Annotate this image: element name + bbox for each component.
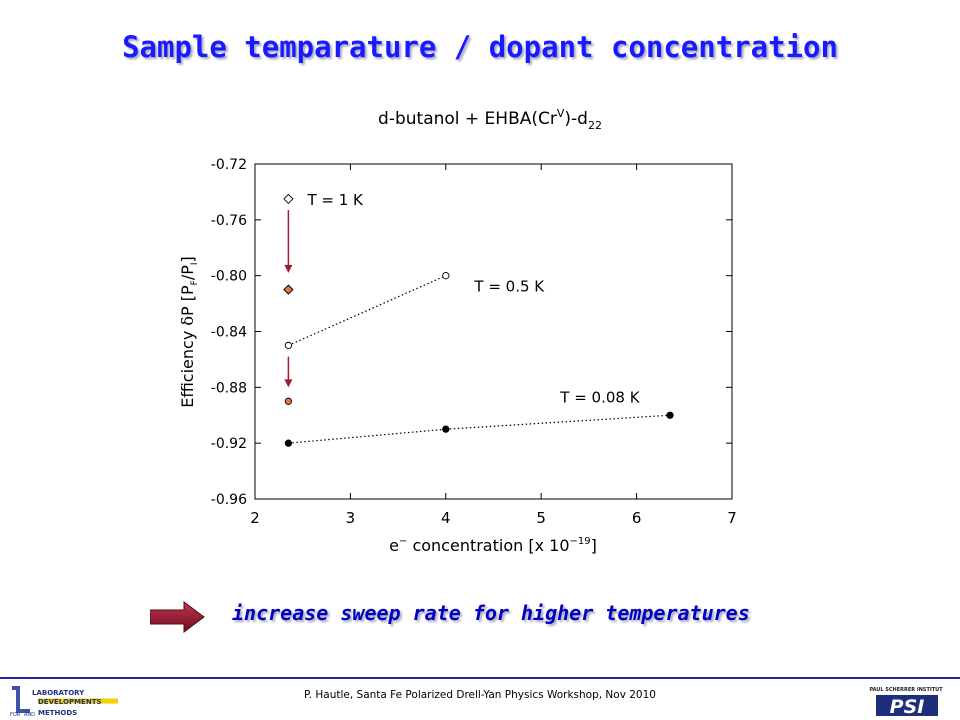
x-label-part-minus: − [399,536,407,547]
footer-divider [0,677,960,679]
series-annotation: T = 0.08 K [559,388,640,406]
chart-title-tail: )-d [564,109,588,129]
data-point-circle [284,341,293,350]
lab-logo-word-2: DEVELOPMENTS [38,698,102,706]
y-tick-label: -0.84 [211,325,247,341]
slide-title: Sample temparature / dopant concentratio… [122,30,838,64]
y-label-part-i: I [190,262,200,265]
data-point-diamond-shifted [283,284,294,295]
series-line-segment [445,414,671,430]
psi-logo-caption: PAUL SCHERRER INSTITUT [869,687,943,693]
chart-title-sub: 22 [588,119,602,132]
x-tick-label: 7 [727,509,737,527]
x-label-part-exp: −19 [570,536,591,547]
y-tick-label: -0.72 [211,157,247,173]
y-axis-label: Efficiency δP [PF/PI] [178,256,200,408]
x-axis-label: e− concentration [x 10−19] [389,536,597,555]
lab-logo-word-3: FOR [10,712,21,718]
y-tick-label: -0.80 [211,269,247,285]
data-point-circle [666,411,674,419]
shift-arrows [284,210,293,388]
y-label-part-4: ] [178,256,197,262]
y-label-part-2: P [P [178,285,197,316]
conclusion-arrow-icon [150,601,205,633]
data-point-circle [284,439,293,447]
data-point-circle-shifted [284,397,293,405]
ldm-lab-logo: LABORATORY DEVELOPMENTS FOR AND METHODS [8,684,126,718]
lab-logo-word-4: AND [24,712,35,718]
x-tick-label: 6 [632,509,642,527]
shift-arrow-head [284,264,293,273]
psi-logo: PAUL SCHERRER INSTITUT PSI [869,687,943,718]
series-line-segment [288,275,447,347]
y-tick-label: -0.92 [211,436,247,452]
x-label-part-main: concentration [x 10 [407,536,569,555]
x-tick-label: 2 [250,509,260,527]
chart-title-main: d-butanol + EHBA(Cr [378,109,557,129]
series-annotation: T = 0.5 K [473,277,545,295]
y-tick-label: -0.76 [211,213,247,229]
chart-title-sup: V [557,107,565,120]
plot-frame [254,163,733,500]
conclusion-text: increase sweep rate for higher temperatu… [232,601,750,625]
y-label-part-1: Efficiency [178,326,197,408]
x-tick-label: 3 [346,509,356,527]
x-tick-label: 5 [536,509,546,527]
x-tick-label: 4 [441,509,451,527]
x-label-part-close: ] [591,536,597,555]
series-annotations: T = 1 K T = 0.5 K T = 0.08 K [306,191,640,407]
psi-logo-mark: PSI [890,696,925,718]
y-label-part-f: F [190,280,200,285]
conclusion-arrow-graphic [150,601,205,633]
y-tick-label: -0.96 [211,492,247,508]
data-point-circle [442,425,450,433]
lab-logo-word-5: METHODS [38,709,77,717]
data-point-circle [442,272,450,280]
footer-citation: P. Hautle, Santa Fe Polarized Drell-Yan … [304,689,656,701]
efficiency-chart: d-butanol + EHBA(CrV)-d22 2 3 4 5 6 7 -0.72 -0.… [178,107,737,555]
axis-ticks: 2 3 4 5 6 7 -0.72 -0.76 -0.80 -0.84 -0.88 -0.92 -0.9… [211,157,737,527]
series-lines [288,275,671,444]
shift-arrow-head [284,379,293,388]
data-markers [283,193,674,447]
chart-title: d-butanol + EHBA(CrV)-d22 [378,107,602,132]
lab-logo-word-1: LABORATORY [32,689,85,697]
y-tick-label: -0.88 [211,380,247,396]
y-label-part-3: /P [178,265,197,280]
data-point-diamond [283,193,294,205]
series-annotation: T = 1 K [306,191,364,209]
x-label-part-e: e [389,536,399,555]
y-label-part-delta: δ [178,316,197,326]
series-line-segment [288,428,446,444]
